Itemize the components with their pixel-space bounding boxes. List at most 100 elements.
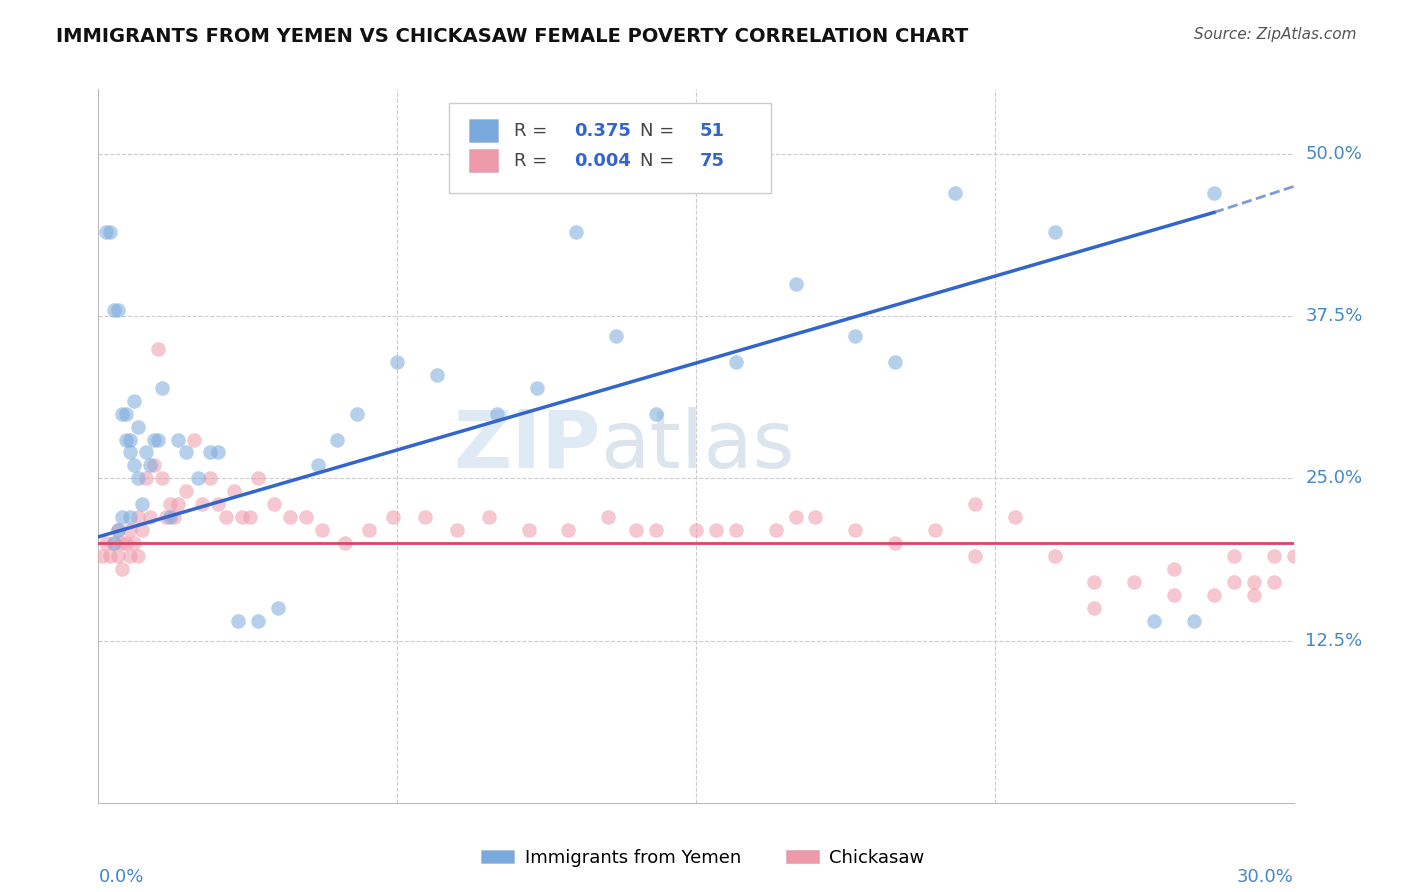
Point: [120, 549, 142, 564]
Point: [163, 510, 186, 524]
FancyBboxPatch shape: [470, 120, 498, 142]
Point: [413, 510, 436, 524]
Point: [1182, 614, 1205, 628]
Point: [174, 484, 197, 499]
Point: [598, 510, 620, 524]
Point: [198, 471, 221, 485]
Point: [183, 433, 205, 447]
Point: [765, 524, 787, 538]
Point: [127, 471, 149, 485]
Point: [111, 536, 134, 550]
Text: 30.0%: 30.0%: [1237, 868, 1294, 886]
Text: IMMIGRANTS FROM YEMEN VS CHICKASAW FEMALE POVERTY CORRELATION CHART: IMMIGRANTS FROM YEMEN VS CHICKASAW FEMAL…: [56, 27, 969, 45]
Point: [943, 186, 966, 200]
Point: [557, 524, 579, 538]
Point: [131, 524, 153, 538]
Point: [124, 458, 146, 473]
Point: [139, 458, 162, 473]
Point: [724, 524, 747, 538]
Point: [1043, 549, 1066, 564]
Point: [267, 601, 290, 615]
Point: [963, 549, 986, 564]
Point: [385, 354, 409, 368]
Point: [120, 433, 142, 447]
Point: [517, 524, 540, 538]
Point: [127, 419, 149, 434]
Point: [115, 433, 138, 447]
Text: 25.0%: 25.0%: [1306, 469, 1362, 487]
Point: [1263, 575, 1285, 590]
Point: [187, 471, 209, 485]
Text: 37.5%: 37.5%: [1306, 307, 1362, 326]
Point: [645, 524, 668, 538]
Point: [605, 328, 627, 343]
Point: [326, 433, 349, 447]
Point: [198, 445, 221, 459]
Point: [222, 484, 245, 499]
Point: [150, 471, 173, 485]
Point: [103, 302, 125, 317]
Point: [346, 407, 368, 421]
Text: 51: 51: [700, 121, 724, 139]
Point: [446, 524, 468, 538]
Point: [1143, 614, 1166, 628]
Point: [139, 510, 162, 524]
Point: [1263, 549, 1285, 564]
Point: [143, 433, 166, 447]
Point: [111, 510, 134, 524]
Point: [148, 433, 170, 447]
Text: 12.5%: 12.5%: [1306, 632, 1362, 649]
Point: [382, 510, 405, 524]
Point: [1043, 225, 1066, 239]
Point: [215, 510, 238, 524]
Point: [120, 445, 142, 459]
Point: [963, 497, 986, 511]
Text: 50.0%: 50.0%: [1306, 145, 1362, 163]
Point: [111, 407, 134, 421]
Point: [526, 381, 548, 395]
Point: [1163, 588, 1185, 602]
Point: [124, 536, 146, 550]
Text: N =: N =: [640, 121, 679, 139]
Point: [207, 445, 229, 459]
Point: [844, 524, 866, 538]
FancyBboxPatch shape: [449, 103, 772, 193]
Point: [1243, 588, 1265, 602]
Point: [565, 225, 588, 239]
Text: ZIP: ZIP: [453, 407, 600, 485]
Point: [207, 497, 229, 511]
Point: [143, 458, 166, 473]
Point: [226, 614, 249, 628]
Point: [107, 524, 129, 538]
Text: 75: 75: [700, 152, 724, 169]
Point: [148, 342, 170, 356]
Point: [307, 458, 329, 473]
Point: [107, 549, 129, 564]
Point: [426, 368, 449, 382]
Text: atlas: atlas: [600, 407, 794, 485]
Point: [167, 497, 190, 511]
Point: [120, 524, 142, 538]
Point: [626, 524, 648, 538]
Point: [785, 510, 807, 524]
Point: [150, 381, 173, 395]
Point: [294, 510, 316, 524]
Point: [724, 354, 747, 368]
Point: [124, 393, 146, 408]
FancyBboxPatch shape: [470, 149, 498, 172]
Point: [1202, 588, 1225, 602]
Point: [174, 445, 197, 459]
Point: [98, 225, 122, 239]
Point: [103, 536, 125, 550]
Point: [359, 524, 381, 538]
Point: [278, 510, 301, 524]
Point: [785, 277, 807, 291]
Point: [167, 433, 190, 447]
Point: [98, 549, 122, 564]
Point: [231, 510, 253, 524]
Point: [96, 225, 118, 239]
Point: [159, 510, 181, 524]
Point: [844, 328, 866, 343]
Point: [884, 536, 907, 550]
Point: [1163, 562, 1185, 576]
